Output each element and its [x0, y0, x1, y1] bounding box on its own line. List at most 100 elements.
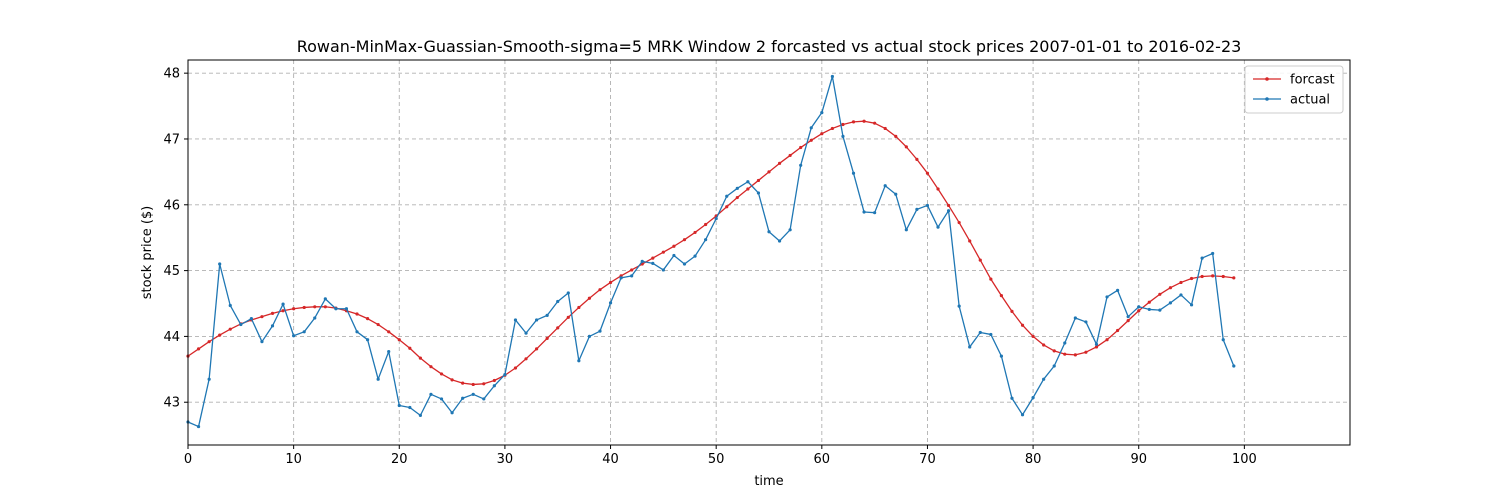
- data-point-actual: [429, 392, 433, 396]
- data-point-actual: [714, 217, 718, 221]
- data-point-actual: [756, 191, 761, 195]
- data-point-actual: [1179, 293, 1183, 297]
- data-point-forcast: [1200, 274, 1204, 279]
- data-point-forcast: [482, 382, 486, 386]
- data-point-forcast: [968, 239, 972, 243]
- data-point-actual: [207, 377, 211, 381]
- data-point-forcast: [218, 333, 222, 337]
- data-point-forcast: [999, 294, 1004, 298]
- data-point-actual: [925, 203, 930, 208]
- data-point-forcast: [946, 203, 951, 208]
- data-point-actual: [862, 210, 866, 214]
- data-point-actual: [1221, 338, 1225, 342]
- data-point-actual: [651, 261, 655, 265]
- data-point-forcast: [873, 121, 877, 125]
- data-point-forcast: [365, 317, 370, 321]
- data-point-forcast: [535, 347, 539, 351]
- data-point-actual: [281, 302, 285, 306]
- data-point-actual: [682, 262, 687, 266]
- data-point-actual: [387, 349, 391, 354]
- data-point-actual: [1168, 301, 1173, 305]
- data-point-actual: [492, 384, 496, 388]
- data-point-actual: [408, 405, 412, 410]
- data-point-actual: [608, 301, 613, 305]
- data-point-forcast: [1020, 323, 1025, 327]
- data-point-forcast: [387, 330, 391, 334]
- data-point-actual: [704, 238, 708, 242]
- data-point-actual: [513, 318, 518, 322]
- data-point-forcast: [989, 277, 993, 281]
- data-point-forcast: [841, 122, 845, 127]
- data-point-actual: [1010, 396, 1014, 400]
- x-tick-label: 40: [602, 452, 619, 467]
- data-point-forcast: [302, 305, 306, 310]
- data-point-forcast: [439, 372, 444, 376]
- data-point-forcast: [788, 153, 792, 158]
- data-point-forcast: [196, 347, 201, 351]
- y-tick-label: 48: [163, 67, 180, 82]
- data-point-actual: [566, 291, 570, 295]
- data-point-forcast: [376, 322, 380, 327]
- data-point-forcast: [1211, 274, 1215, 278]
- data-point-actual: [1094, 342, 1099, 346]
- data-point-actual: [904, 228, 908, 232]
- data-point-actual: [946, 209, 951, 213]
- data-point-actual: [292, 334, 296, 338]
- data-point-actual: [746, 180, 750, 184]
- y-tick-label: 43: [163, 396, 180, 411]
- data-point-forcast: [799, 145, 803, 150]
- data-point-actual: [535, 318, 539, 322]
- data-point-forcast: [270, 311, 275, 315]
- data-point-forcast: [397, 338, 401, 342]
- data-point-actual: [640, 259, 644, 263]
- data-point-actual: [894, 192, 898, 196]
- data-point-actual: [450, 411, 454, 415]
- data-point-actual: [313, 316, 317, 320]
- data-point-actual: [630, 274, 634, 278]
- data-point-actual: [503, 372, 507, 377]
- data-point-actual: [841, 134, 845, 138]
- data-point-actual: [1137, 305, 1141, 309]
- data-point-forcast: [1168, 286, 1173, 290]
- data-point-forcast: [1031, 334, 1035, 339]
- data-point-actual: [1211, 251, 1215, 256]
- data-point-forcast: [1105, 338, 1109, 342]
- data-point-actual: [260, 340, 264, 344]
- data-point-actual: [1063, 341, 1067, 345]
- legend-marker-forcast: [1265, 77, 1269, 81]
- data-point-forcast: [1137, 309, 1141, 313]
- data-point-forcast: [756, 178, 761, 183]
- data-point-forcast: [587, 296, 592, 300]
- legend-box: [1244, 65, 1344, 114]
- data-point-actual: [936, 225, 940, 229]
- series-line-actual: [187, 75, 1235, 428]
- data-point-actual: [482, 397, 486, 401]
- data-point-actual: [598, 329, 602, 333]
- data-point-actual: [820, 111, 824, 115]
- data-point-actual: [323, 297, 327, 301]
- data-point-forcast: [1084, 350, 1088, 354]
- data-point-actual: [249, 317, 253, 321]
- x-tick-label: 50: [708, 452, 725, 467]
- series-line-forcast: [187, 120, 1234, 386]
- data-point-forcast: [1189, 276, 1194, 281]
- data-point-actual: [830, 74, 834, 79]
- data-point-forcast: [767, 170, 771, 174]
- data-point-forcast: [355, 312, 359, 316]
- data-point-actual: [1020, 413, 1025, 417]
- data-point-actual: [439, 397, 444, 401]
- x-tick-label: 80: [1025, 452, 1042, 467]
- data-point-actual: [788, 228, 792, 232]
- data-point-forcast: [1042, 343, 1046, 347]
- data-point-forcast: [1232, 276, 1236, 280]
- x-tick-label: 70: [919, 452, 936, 467]
- data-point-forcast: [598, 288, 602, 292]
- data-point-forcast: [661, 250, 665, 254]
- data-point-actual: [915, 207, 919, 211]
- data-point-forcast: [925, 171, 930, 175]
- data-point-actual: [957, 304, 961, 308]
- x-tick-label: 10: [285, 452, 302, 467]
- ticks: 0 10 20 30 40 50 60 70 80 90 100 43 44 45 46 47 48: [163, 67, 1256, 467]
- x-tick-label: 0: [184, 452, 192, 467]
